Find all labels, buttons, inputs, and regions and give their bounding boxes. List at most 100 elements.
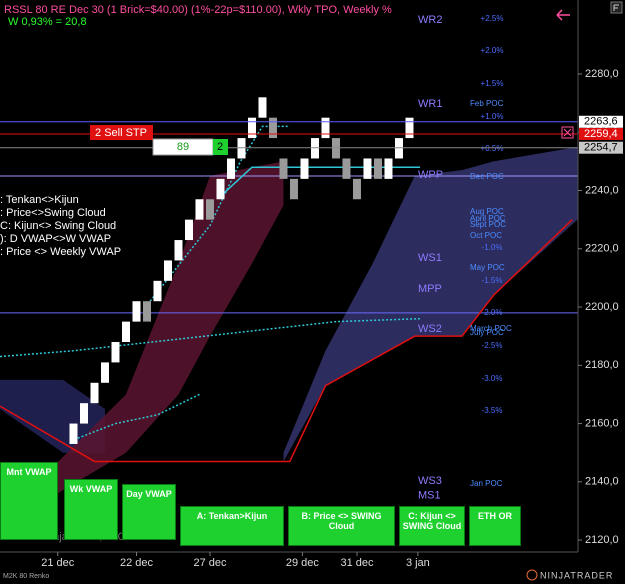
tenkan-button[interactable]: A: Tenkan>Kijun xyxy=(180,506,284,546)
renko-brick xyxy=(121,321,130,343)
chart-title: RSSL 80 RE Dec 30 (1 Brick=$40.00) (1%-2… xyxy=(4,4,392,16)
pivot-label: WS1 xyxy=(418,252,442,264)
y-tick-label: 2140,0 xyxy=(585,476,619,488)
brand-logo xyxy=(526,569,538,581)
cloud-area xyxy=(0,379,105,453)
percent-label: +1.0% xyxy=(481,112,504,121)
menu-icon xyxy=(613,4,619,11)
renko-brick xyxy=(279,158,288,179)
poc-label: Feb POC xyxy=(470,99,504,108)
legend-line: ): D VWAP<>W VWAP xyxy=(0,233,111,245)
percent-label: +1.5% xyxy=(481,79,504,88)
kijun-swing-button[interactable]: C: Kijun <> SWING Cloud xyxy=(399,506,465,546)
renko-brick xyxy=(352,178,361,200)
percent-label: +0.5% xyxy=(481,144,504,153)
x-tick-label: 29 dec xyxy=(286,557,320,569)
renko-brick xyxy=(321,117,330,139)
renko-brick xyxy=(111,342,120,363)
renko-brick xyxy=(79,403,88,424)
price-tag xyxy=(579,115,623,128)
poc-label: Oct POC xyxy=(470,231,502,240)
percent-label: -1.0% xyxy=(482,243,503,252)
mnt-vwap-button[interactable]: Mnt VWAP xyxy=(0,462,58,540)
eth-or-button[interactable]: ETH OR xyxy=(469,506,521,546)
order-tag[interactable] xyxy=(90,125,153,140)
renko-brick xyxy=(394,138,403,159)
renko-brick xyxy=(163,260,172,281)
order-count: 2 xyxy=(217,141,223,153)
day-vwap-button[interactable]: Day VWAP xyxy=(122,484,176,540)
poc-label: April POC xyxy=(470,214,506,223)
renko-brick xyxy=(69,423,78,444)
x-tick-label: 21 dec xyxy=(41,557,75,569)
renko-brick xyxy=(363,158,372,179)
pivot-label: WS3 xyxy=(418,475,442,487)
poc-label: July POC xyxy=(470,328,504,337)
renko-brick xyxy=(331,138,340,159)
cloud-area xyxy=(52,161,284,497)
renko-brick xyxy=(90,382,99,404)
renko-brick xyxy=(268,117,277,139)
close-icon xyxy=(563,128,572,137)
percent-label: -2.0% xyxy=(482,308,503,317)
y-tick-label: 2160,0 xyxy=(585,417,619,429)
percent-label: -3.0% xyxy=(482,374,503,383)
percent-label: -1.5% xyxy=(482,276,503,285)
x-tick-label: 27 dec xyxy=(193,557,227,569)
renko-brick xyxy=(247,117,256,139)
pivot-label: WR1 xyxy=(418,98,442,110)
renko-brick xyxy=(184,219,193,241)
percent-label: -3.5% xyxy=(482,406,503,415)
renko-brick xyxy=(216,178,225,200)
renko-brick xyxy=(153,280,162,302)
y-tick-label: 2280,0 xyxy=(585,68,619,80)
y-tick-label: 2200,0 xyxy=(585,301,619,313)
poc-label: Jan POC xyxy=(470,479,503,488)
order-quantity: 89 xyxy=(177,141,189,153)
legend-line: : Price<>Swing Cloud xyxy=(0,207,106,219)
cloud-area xyxy=(283,146,578,462)
renko-brick xyxy=(174,240,183,261)
renko-brick xyxy=(132,301,141,322)
poc-label: Aug POC xyxy=(470,207,504,216)
y-tick-label: 2120,0 xyxy=(585,534,619,546)
y-tick-label: 2180,0 xyxy=(585,359,619,371)
poc-label: Sept POC xyxy=(470,220,506,229)
price-tag-label: 2254,7 xyxy=(584,142,618,154)
wk-vwap-button[interactable]: Wk VWAP xyxy=(64,479,118,540)
percent-label: +2.0% xyxy=(481,46,504,55)
renko-brick xyxy=(405,117,414,139)
close-order-button[interactable] xyxy=(561,126,574,139)
x-tick-label: 22 dec xyxy=(120,557,154,569)
renko-brick xyxy=(310,138,319,159)
renko-brick xyxy=(142,301,151,322)
percent-label: -2.5% xyxy=(482,341,503,350)
legend-line: : Tenkan<>Kijun xyxy=(0,194,79,206)
renko-brick xyxy=(384,158,393,179)
swing-cloud-button[interactable]: B: Price <> SWING Cloud xyxy=(288,506,395,546)
poc-label: Dec POC xyxy=(470,172,504,181)
order-label: 2 Sell STP xyxy=(95,127,147,139)
poc-label: March POC xyxy=(470,324,512,333)
renko-brick xyxy=(195,199,204,220)
legend-line: : Price <> Weekly VWAP xyxy=(0,246,121,258)
order-count-box[interactable] xyxy=(213,139,228,155)
price-tag xyxy=(579,141,623,154)
poc-label: May POC xyxy=(470,263,505,272)
back-arrow[interactable] xyxy=(556,9,570,21)
pivot-label: MPP xyxy=(418,283,442,295)
renko-brick xyxy=(226,158,235,179)
price-tag xyxy=(579,128,623,141)
y-tick-label: 2240,0 xyxy=(585,184,619,196)
indicator-line xyxy=(0,219,573,463)
plot-area: WR2 WR1 WPP WS1 MPP WS2 WS3 MS1 +2.5% +2.0% +1.5% +… xyxy=(0,14,578,502)
x-tick-label: 31 dec xyxy=(340,557,374,569)
price-tag-label: 2259,4 xyxy=(584,128,618,140)
renko-brick xyxy=(237,138,246,159)
chart-subtitle: W 0,93% = 20,8 xyxy=(8,16,87,28)
renko-brick xyxy=(205,199,214,220)
percent-label: +2.5% xyxy=(481,14,504,23)
renko-brick xyxy=(289,178,298,200)
renko-brick xyxy=(373,158,382,179)
